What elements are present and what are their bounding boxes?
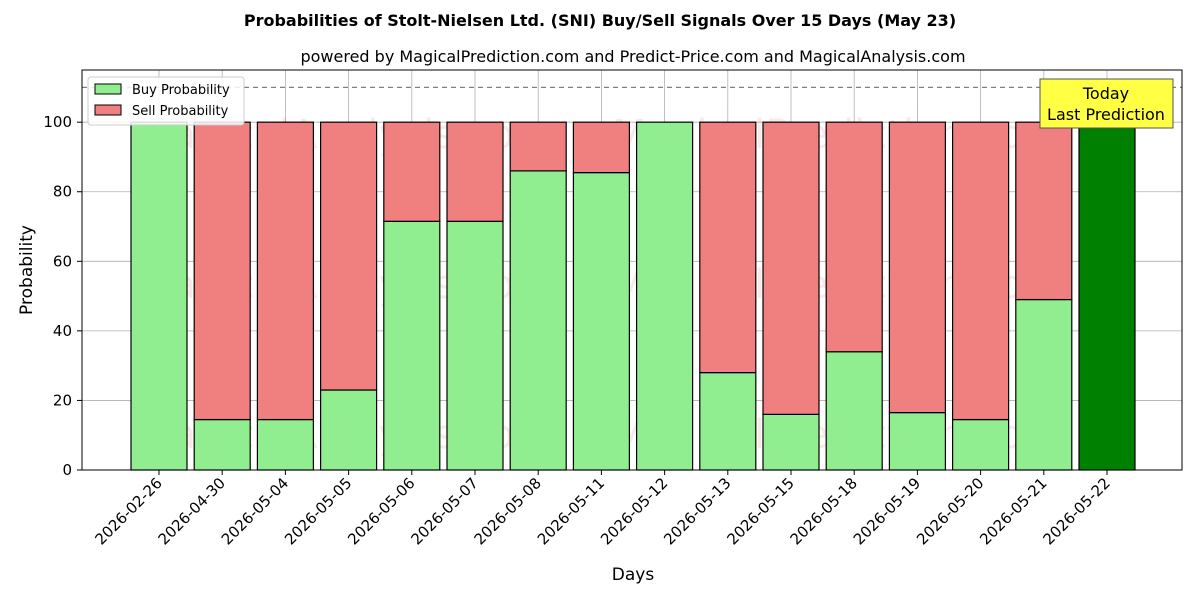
buy-bar [572, 172, 631, 471]
buy-bar [130, 121, 188, 471]
buy-bar [320, 389, 378, 471]
sell-bar [509, 121, 567, 172]
buy-bar [446, 220, 504, 471]
x-axis-label: Days [612, 565, 655, 585]
sell-bar [446, 121, 504, 222]
sell-bar [320, 121, 378, 391]
x-tick-label: 2026-05-19 [850, 474, 924, 548]
annotation-text: Today [1082, 84, 1129, 103]
buy-bar [951, 418, 1010, 471]
plot-area: MagicalAnalysis.comMagicalPrediction.com… [43, 69, 1183, 548]
sell-bar [762, 121, 820, 415]
legend: Buy Probability Sell Probability [87, 76, 245, 126]
buy-bar [383, 220, 441, 471]
x-tick-label: 2026-05-13 [660, 474, 734, 548]
x-tick-label: 2026-04-30 [155, 474, 229, 548]
legend-swatch [94, 104, 122, 116]
today-annotation: Today Last Prediction [1039, 78, 1174, 129]
plot-frame [81, 69, 1183, 471]
legend-label: Buy Probability [132, 83, 230, 98]
legend-label: Sell Probability [132, 104, 229, 119]
y-tick-label: 20 [53, 391, 72, 409]
legend-box [87, 76, 245, 126]
sell-bar [383, 121, 441, 222]
buy-bar [256, 418, 314, 471]
sell-bar [888, 121, 947, 414]
buy-bar [1078, 121, 1136, 471]
chart-title: Probabilities of Stolt-Nielsen Ltd. (SNI… [244, 11, 956, 30]
x-tick-label: 2026-02-26 [91, 474, 165, 548]
x-tick-label: 2026-05-06 [344, 474, 418, 548]
x-tick-label: 2026-05-07 [407, 474, 481, 548]
y-tick-label: 0 [62, 461, 72, 479]
sell-bar [699, 121, 757, 374]
buy-bar [888, 412, 947, 471]
x-tick-label: 2026-05-21 [976, 474, 1050, 548]
x-tick-label: 2026-05-04 [218, 474, 292, 548]
y-tick-label: 80 [53, 183, 72, 201]
x-tick-label: 2026-05-11 [534, 474, 608, 548]
x-tick-label: 2026-05-15 [723, 474, 797, 548]
chart-subtitle: powered by MagicalPrediction.com and Pre… [300, 47, 965, 66]
y-tick-label: 100 [43, 113, 72, 131]
annotation-box [1039, 78, 1174, 129]
sell-bar [825, 121, 883, 353]
x-tick-label: 2026-05-18 [787, 474, 861, 548]
x-tick-label: 2026-05-20 [913, 474, 987, 548]
sell-bar [572, 121, 631, 174]
buy-bar [1015, 298, 1073, 471]
buy-bar [825, 351, 883, 471]
sell-bar [193, 121, 251, 421]
sell-bar [256, 121, 314, 421]
y-tick-label: 40 [53, 322, 72, 340]
legend-swatch [94, 83, 122, 95]
x-tick-label: 2026-05-22 [1039, 474, 1113, 548]
buy-bar [509, 170, 567, 471]
buy-bar [699, 372, 757, 471]
y-tick-label: 60 [53, 252, 72, 270]
sell-bar [1015, 121, 1073, 301]
y-axis-label: Probability [17, 225, 37, 315]
x-tick-label: 2026-05-12 [597, 474, 671, 548]
buy-bar [193, 418, 251, 471]
x-tick-label: 2026-05-05 [281, 474, 355, 548]
x-tick-label: 2026-05-08 [471, 474, 545, 548]
buy-bar [762, 413, 820, 471]
annotation-text: Last Prediction [1047, 105, 1165, 124]
sell-bar [951, 121, 1010, 421]
buy-bar [635, 121, 694, 471]
